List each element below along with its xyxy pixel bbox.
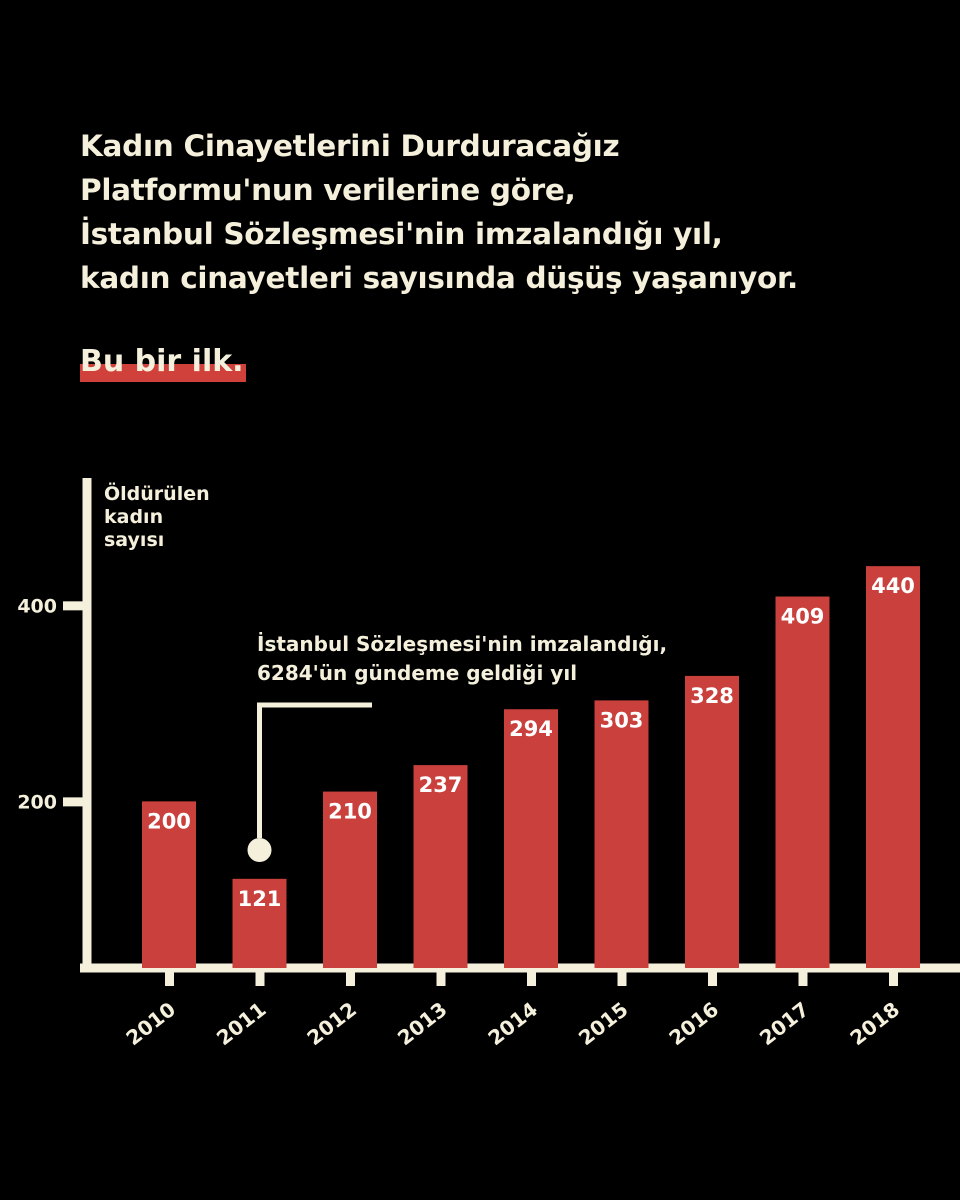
x-tick-label: 2011	[212, 997, 271, 1050]
bar-value-label: 328	[690, 684, 734, 708]
bar-2015	[594, 700, 649, 968]
bar-2016	[685, 675, 739, 968]
x-tick-label: 2015	[574, 997, 633, 1050]
y-tick-label: 200	[17, 791, 57, 813]
x-tick-mark	[527, 968, 536, 986]
bar-value-label: 294	[509, 717, 553, 741]
x-tick-label: 2014	[483, 997, 542, 1050]
y-tick-mark	[63, 601, 83, 611]
x-tick-label: 2017	[755, 997, 814, 1050]
annotation-line: 6284'ün gündeme geldiği yıl	[257, 661, 577, 685]
bars: 200 121 210 237 294 303 328 409 440	[142, 566, 920, 968]
x-tick-mark	[165, 968, 174, 986]
annotation-line: İstanbul Sözleşmesi'nin imzalandığı,	[257, 632, 667, 656]
bar-2012	[323, 791, 377, 968]
x-tick-mark	[889, 968, 898, 986]
annotation-leader-line	[257, 702, 372, 838]
bar-value-label: 121	[238, 887, 282, 911]
bar-value-label: 210	[328, 800, 372, 824]
bar-2011	[232, 878, 287, 968]
x-tick-label: 2018	[845, 997, 904, 1050]
x-tick-label: 2013	[393, 997, 452, 1050]
y-tick-mark	[63, 797, 83, 807]
x-tick-mark	[617, 968, 627, 986]
x-tick-label: 2016	[664, 997, 723, 1050]
headline-line-1: Kadın Cinayetlerini Durduracağız	[80, 129, 620, 163]
annotation: İstanbul Sözleşmesi'nin imzalandığı, 6284…	[247, 632, 667, 862]
bar-2010	[142, 801, 196, 968]
y-axis-label-line: Öldürülen	[104, 481, 210, 505]
headline-line-4: kadın cinayetleri sayısında düşüş yaşanı…	[80, 261, 798, 295]
x-tick-label: 2010	[121, 997, 180, 1050]
x-axis-labels: 2010 2011 2012 2013 2014 2015 2016 2017 2018	[121, 968, 904, 1050]
bar-value-label: 200	[147, 809, 191, 833]
highlight-label: Bu bir ilk.	[80, 344, 244, 379]
x-tick-mark	[708, 968, 717, 986]
headline-line-2: Platformu'nun verilerine göre,	[80, 173, 576, 207]
x-tick-mark	[436, 968, 446, 986]
y-axis-ticks: 200 400	[17, 595, 83, 813]
highlight-text: Bu bir ilk.	[80, 340, 246, 384]
y-tick-label: 400	[17, 595, 57, 617]
annotation-marker	[247, 838, 272, 862]
bar-2018	[866, 566, 920, 968]
x-tick-mark	[255, 968, 265, 986]
y-axis-label-line: sayısı	[104, 529, 164, 551]
y-axis-label-line: kadın	[104, 506, 163, 528]
bar-2017	[775, 596, 830, 968]
headline-line-3: İstanbul Sözleşmesi'nin imzalandığı yıl,	[80, 217, 723, 251]
bar-2013	[413, 765, 468, 968]
x-tick-mark	[798, 968, 808, 986]
bar-value-label: 409	[781, 605, 825, 629]
bar-value-label: 440	[871, 574, 915, 598]
x-tick-mark	[346, 968, 355, 986]
bar-value-label: 303	[600, 708, 644, 732]
x-tick-label: 2012	[302, 997, 361, 1050]
headline: Kadın Cinayetlerini Durduracağız Platfor…	[80, 124, 940, 300]
bar-2014	[504, 709, 558, 968]
bar-value-label: 237	[419, 773, 463, 797]
highlight-underline	[80, 364, 246, 382]
